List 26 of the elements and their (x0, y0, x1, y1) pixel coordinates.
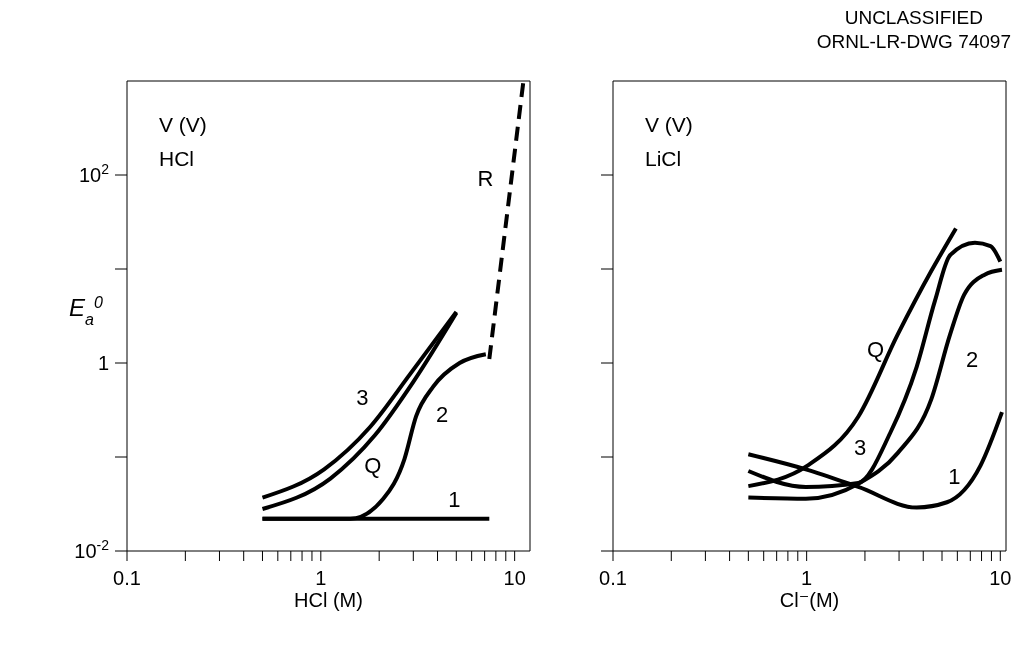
annotation: LiCl (645, 146, 683, 172)
annotation: V (V) (159, 112, 208, 138)
x-axis-title: HCl (M) (294, 589, 363, 611)
x-tick-label: 10 (503, 567, 526, 589)
y-tick-label: 1 (97, 352, 109, 374)
y-tick-label: 10$^{2}$ (78, 161, 110, 186)
series-label: 1 (948, 463, 961, 489)
annotation: HCl (159, 146, 195, 172)
x-tick-label: 1 (315, 567, 327, 589)
y-tick-label: 10$^{-2}$ (74, 537, 110, 562)
series-label: 1 (448, 486, 461, 512)
annotation: V (V) (645, 112, 694, 138)
x-axis-title: Cl⁻(M) (779, 589, 840, 611)
series-label: 2 (965, 346, 979, 372)
series-label: R (477, 166, 494, 191)
chart-subtitle: ORNL-LR-DWG 74097 (816, 30, 1011, 54)
series-label: 3 (356, 384, 369, 410)
series-label: Q (364, 453, 382, 479)
chart-title: UNCLASSIFIED (843, 6, 984, 30)
series-label: Q (867, 336, 885, 362)
series-label: 2 (435, 402, 449, 428)
x-tick-label: 1 (801, 567, 813, 589)
x-tick-label: 10 (989, 567, 1012, 589)
x-tick-label: 0.1 (113, 567, 141, 589)
x-tick-label: 0.1 (599, 567, 627, 589)
series-label: 3 (854, 435, 867, 460)
